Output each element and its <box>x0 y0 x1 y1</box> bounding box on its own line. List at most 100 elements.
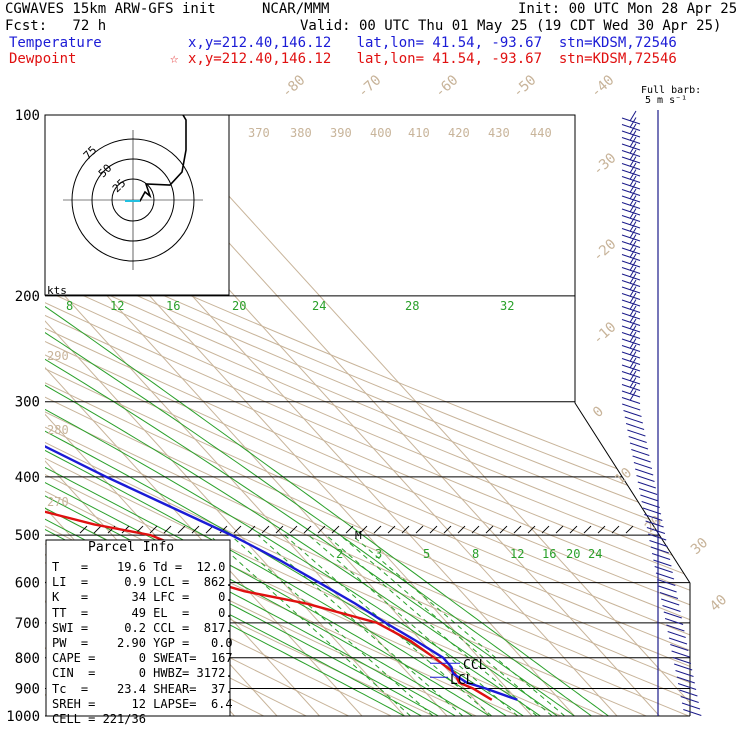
hatch-mark <box>611 525 620 534</box>
wind-barb-flag <box>629 390 637 401</box>
wind-barb-flag <box>629 195 637 206</box>
isotherm-label: 30 <box>688 535 711 558</box>
wind-barb-flag <box>629 208 637 219</box>
hatch-mark <box>513 525 522 534</box>
wind-barb <box>645 520 664 528</box>
pressure-tick-label: 100 <box>15 108 40 124</box>
wind-barb-flag <box>629 188 637 200</box>
wind-barb <box>621 254 641 261</box>
wind-barb <box>631 449 650 456</box>
theta-label: 370 <box>248 126 270 140</box>
wind-barb-flag <box>629 305 637 317</box>
mixing-ratio-label: 20 <box>566 547 580 561</box>
wind-barb <box>621 247 641 255</box>
hatch-mark <box>303 525 312 534</box>
wind-barb <box>621 267 641 274</box>
pressure-tick-label: 700 <box>15 616 40 632</box>
parcel-row: SWI = 0.2 CCL = 817. <box>52 620 233 635</box>
wind-barb-flag <box>629 117 637 128</box>
wind-barb <box>621 312 641 320</box>
parcel-row: LI = 0.9 LCL = 862. <box>52 575 233 590</box>
init-time: Init: 00 UTC Mon 28 Apr 25 <box>518 1 738 17</box>
wind-barb <box>622 403 641 411</box>
wind-barb-flag <box>629 292 637 304</box>
wind-barb <box>621 241 641 248</box>
mixing-ratio-label: 3 <box>375 547 382 561</box>
wind-barb <box>648 533 667 541</box>
wind-barb <box>621 117 641 125</box>
lfc-marker: M <box>355 529 362 542</box>
dry-adiabat <box>45 115 690 716</box>
pressure-tick-label: 500 <box>15 528 40 544</box>
hatch-mark <box>555 525 564 534</box>
hatch-mark <box>415 525 424 534</box>
wind-barb <box>680 696 699 703</box>
dewpoint-legend: Dewpoint <box>9 51 77 67</box>
mixing-ratio-label: 16 <box>542 547 556 561</box>
parcel-row: Tc = 23.4 SHEAR= 37. <box>52 681 233 696</box>
hatch-mark <box>177 525 186 534</box>
wind-barb <box>675 670 694 677</box>
mixing-ratio-label: 20 <box>232 299 246 313</box>
parcel-row: PW = 2.90 YGP = 0.0 <box>52 636 233 650</box>
dry-adiabat <box>45 115 690 716</box>
parcel-row: TT = 49 EL = 0. <box>52 605 233 620</box>
wind-barb <box>621 208 641 216</box>
wind-barb <box>621 299 641 307</box>
wind-barb-flag <box>629 149 637 161</box>
wind-barb <box>658 585 677 593</box>
dry-adiabat <box>45 115 690 716</box>
wind-barb <box>661 598 680 606</box>
wind-barb-flag <box>629 273 637 284</box>
theta-label: 420 <box>448 126 470 140</box>
isotherm-line <box>154 115 690 716</box>
pressure-tick-label: 900 <box>15 681 40 697</box>
wind-barb <box>674 663 693 671</box>
theta-label: 280 <box>47 423 69 437</box>
wind-barb <box>679 689 698 697</box>
wind-barb-flag <box>629 331 637 343</box>
wind-barb <box>621 371 641 378</box>
dry-adiabat <box>45 115 690 716</box>
hatch-mark <box>233 525 242 534</box>
wind-barb-flag <box>629 247 637 258</box>
wind-barb-flag <box>629 182 637 193</box>
hatch-mark <box>275 525 284 534</box>
wind-barb <box>667 631 686 638</box>
mixing-ratio-label: 8 <box>66 299 73 313</box>
dry-adiabat <box>45 115 690 716</box>
hatch-mark <box>79 525 88 534</box>
hatch-mark <box>541 525 550 534</box>
wind-barb <box>651 553 671 560</box>
wind-barb-flag <box>629 357 637 369</box>
wind-barb <box>621 325 641 333</box>
mixing-ratio-label: 16 <box>166 299 180 313</box>
hatch-mark <box>317 525 326 534</box>
wind-barb <box>633 462 653 469</box>
wind-barb-flag <box>629 351 637 362</box>
wind-barb <box>621 176 641 183</box>
wind-barb <box>621 286 641 294</box>
wind-barb <box>621 338 641 346</box>
wind-barb <box>683 709 702 716</box>
lcl-label: LCL <box>450 673 474 688</box>
wind-barb <box>657 579 676 586</box>
hatch-mark <box>499 525 508 534</box>
wind-barb <box>671 650 690 658</box>
dewpoint-profile <box>45 115 493 701</box>
mixing-ratio-label: 12 <box>110 299 124 313</box>
mixing-ratio-line <box>209 534 411 716</box>
pressure-tick-label: 600 <box>15 576 40 592</box>
parcel-info-title: Parcel Info <box>88 540 175 555</box>
wind-barb <box>662 605 681 612</box>
wind-barb-flag <box>629 175 637 187</box>
isotherm-label: -60 <box>432 72 462 101</box>
wind-barb <box>625 423 645 430</box>
dry-adiabat <box>45 115 689 716</box>
barb-unit: 5 m s⁻¹ <box>645 95 688 106</box>
wind-barb <box>621 260 641 268</box>
wind-barb <box>621 319 641 326</box>
wind-barb <box>627 429 646 437</box>
isotherm-line <box>45 115 363 716</box>
